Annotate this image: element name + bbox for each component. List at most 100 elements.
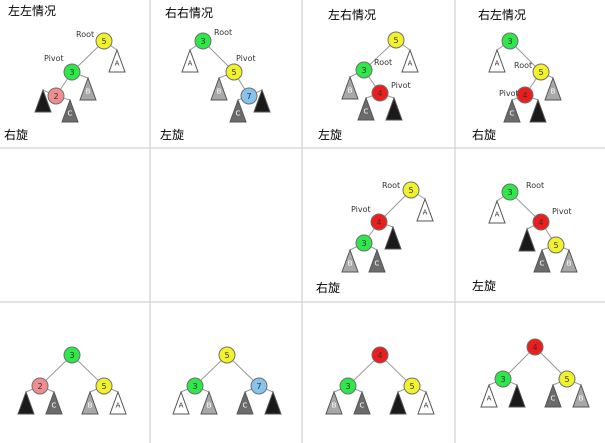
subtree-triangle xyxy=(384,225,402,250)
tree-c2: A B C 3 5 7 Root Pivot xyxy=(181,28,271,123)
subtree-triangle xyxy=(264,390,282,415)
caption-rotate-left-1: 左旋 xyxy=(160,127,184,142)
tree-node xyxy=(194,32,212,50)
tree-node-label: 3 xyxy=(69,68,74,77)
tree-node xyxy=(532,63,550,81)
caption-rotate-right-2: 右旋 xyxy=(472,127,496,142)
subtree-triangle xyxy=(385,96,403,121)
subtree-label: C xyxy=(52,402,57,410)
subtree-label: C xyxy=(551,395,556,403)
subtree-label: C xyxy=(243,402,248,410)
tree-f1: C B A 3 2 5 xyxy=(17,346,127,415)
subtree-triangle xyxy=(416,197,434,222)
subtree-triangle xyxy=(236,390,254,415)
tree-node xyxy=(501,32,519,50)
tree-node-label: 3 xyxy=(200,37,205,46)
subtree-triangle xyxy=(488,199,506,224)
tree-f2: A B C 5 3 7 xyxy=(172,346,282,415)
subtree-triangle xyxy=(572,383,590,408)
subtree-triangle xyxy=(341,75,359,100)
tree-node-label: 2 xyxy=(53,92,58,101)
subtree-label: C xyxy=(236,110,241,118)
tree-node xyxy=(339,377,357,395)
tree-node-label: 7 xyxy=(246,92,251,101)
subtree-triangle xyxy=(79,76,97,101)
tree-node xyxy=(547,236,565,254)
tree-node-label: 5 xyxy=(224,351,229,360)
tree-node xyxy=(403,377,421,395)
tree-node xyxy=(225,63,243,81)
tree-node xyxy=(355,61,373,79)
subtree-label: C xyxy=(540,260,545,268)
root-tag: Root xyxy=(526,181,544,190)
subtree-triangle xyxy=(401,48,419,73)
tree-node xyxy=(558,370,576,388)
caption-right-right-case: 右右情况 xyxy=(165,5,213,20)
subtree-label: B xyxy=(567,260,572,268)
caption-left-left-case: 左左情况 xyxy=(8,3,56,18)
tree-node-label: 5 xyxy=(409,382,414,391)
tree-node-label: 5 xyxy=(101,382,106,391)
tree-node xyxy=(370,213,388,231)
tree-node xyxy=(355,234,373,252)
tree-node xyxy=(95,32,113,50)
subtree-label: B xyxy=(348,87,353,95)
tree-node xyxy=(47,87,65,105)
tree-node xyxy=(63,346,81,364)
tree-node-label: 5 xyxy=(564,375,569,384)
root-tag: Root xyxy=(382,181,400,190)
tree-node-label: 4 xyxy=(376,218,381,227)
subtree-label: B xyxy=(207,402,212,410)
pivot-tag: Pivot xyxy=(351,205,371,214)
subtree-triangle xyxy=(518,227,536,252)
subtree-label: B xyxy=(551,88,556,96)
tree-node-label: 4 xyxy=(377,89,382,98)
tree-c3: A B C 5 3 4 Root Pivot xyxy=(341,31,419,121)
subtree-triangle xyxy=(253,88,271,113)
tree-node-label: 3 xyxy=(345,382,350,391)
subtree-triangle xyxy=(503,98,521,123)
tree-layer: A B C 5 3 2 Root Pivot A B C 3 5 7 Root Pivot A B C 5 3 4 Root… xyxy=(17,28,590,415)
tree-node xyxy=(387,31,405,49)
subtree-triangle xyxy=(357,96,375,121)
tree-c3b: A B C 5 4 3 Root Pivot xyxy=(341,181,434,273)
tree-node xyxy=(516,86,534,104)
tree-node-label: 3 xyxy=(69,351,74,360)
subtree-triangle xyxy=(172,390,190,415)
subtree-triangle xyxy=(81,390,99,415)
subtree-label: A xyxy=(423,209,428,217)
caption-right-left-case: 右左情况 xyxy=(478,7,526,22)
subtree-label: B xyxy=(579,395,584,403)
tree-node-label: 4 xyxy=(538,218,543,227)
subtree-triangle xyxy=(45,390,63,415)
tree-node-label: 3 xyxy=(361,66,366,75)
subtree-triangle xyxy=(210,76,228,101)
subtree-triangle xyxy=(34,88,52,113)
subtree-label: A xyxy=(115,60,120,68)
tree-c4: A B C 3 5 4 Root Pivot xyxy=(488,32,562,123)
subtree-triangle xyxy=(544,383,562,408)
tree-node-label: 5 xyxy=(408,186,413,195)
subtree-triangle xyxy=(529,98,547,123)
subtree-label: C xyxy=(68,110,73,118)
tree-node xyxy=(63,63,81,81)
subtree-triangle xyxy=(17,390,35,415)
tree-node-label: 5 xyxy=(101,37,106,46)
subtree-label: C xyxy=(364,108,369,116)
subtree-label: C xyxy=(510,110,515,118)
subtree-label: B xyxy=(332,402,337,410)
tree-node-label: 4 xyxy=(377,351,382,360)
tree-node xyxy=(532,213,550,231)
tree-node-label: 5 xyxy=(538,68,543,77)
tree-f4: A C B 4 3 5 xyxy=(480,338,590,408)
tree-f3: B C A 4 3 5 xyxy=(325,346,435,415)
tree-node xyxy=(371,346,389,364)
tree-node xyxy=(371,84,389,102)
subtree-triangle xyxy=(488,48,506,73)
subtree-label: A xyxy=(487,395,492,403)
tree-node xyxy=(240,87,258,105)
tree-node-label: 2 xyxy=(37,382,42,391)
tree-c4b: A C B 3 4 5 Root Pivot xyxy=(488,181,578,273)
subtree-triangle xyxy=(229,98,247,123)
